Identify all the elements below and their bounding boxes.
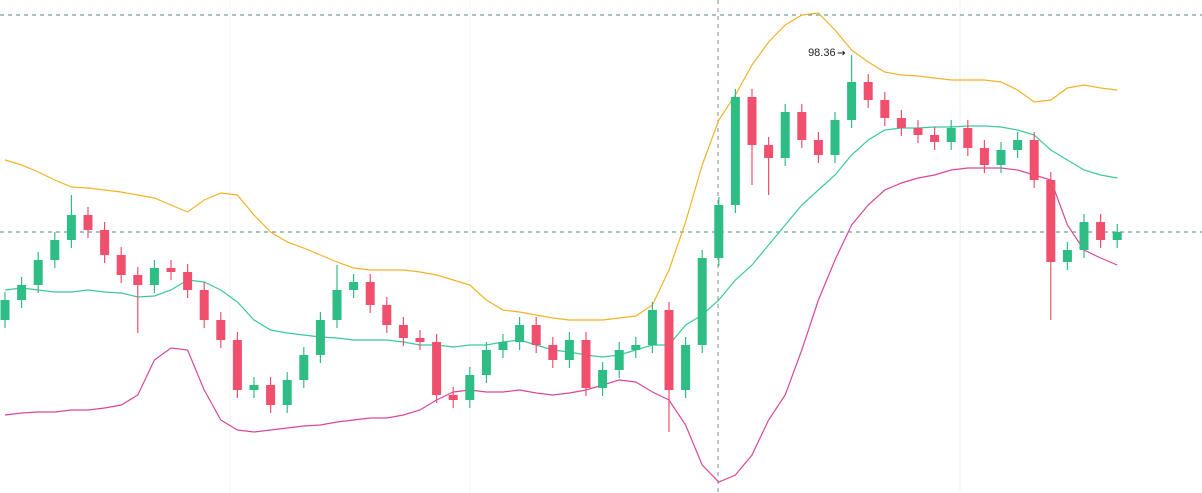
candle-body (116, 255, 126, 275)
candle-body (465, 375, 475, 400)
candle-body (930, 135, 940, 142)
candle-body (581, 340, 591, 388)
band-line (4, 12, 1118, 321)
candle-body (216, 320, 226, 340)
candle-body (631, 345, 641, 350)
candle-body (100, 230, 110, 255)
candle-body (946, 128, 956, 142)
candle-body (764, 145, 774, 158)
candle-body (183, 272, 193, 290)
candle-body (614, 350, 624, 370)
candle-body (448, 395, 458, 400)
candle-body (266, 385, 276, 405)
candle-body (66, 215, 76, 240)
candle-body (847, 82, 857, 120)
candle-body (681, 345, 691, 390)
candle-body (515, 325, 525, 342)
candle-body (166, 268, 176, 272)
candle-body (199, 290, 209, 320)
candle-body (0, 300, 10, 320)
candle-body (714, 205, 724, 258)
candle-body (1062, 250, 1072, 262)
candle-body (880, 100, 890, 118)
candle-body (548, 345, 558, 360)
candle-body (481, 350, 491, 375)
candle-body (747, 97, 757, 145)
candle-body (813, 140, 823, 155)
candle-body (415, 338, 425, 342)
high-label: 98.36 (808, 47, 836, 59)
candle-body (1013, 140, 1023, 150)
candle-body (50, 240, 60, 260)
candle-body (780, 112, 790, 158)
candle-body (1079, 222, 1089, 250)
candle-body (1046, 180, 1056, 262)
candle-body (1112, 232, 1122, 240)
candle-body (963, 128, 973, 148)
candle-body (730, 97, 740, 205)
candle-body (282, 380, 292, 405)
candle-body (830, 120, 840, 155)
candle-body (83, 215, 93, 230)
candle-body (315, 320, 325, 355)
candle-body (598, 370, 608, 388)
candle-body (498, 342, 508, 350)
candle-body (365, 282, 375, 305)
candle-body (332, 290, 342, 320)
band-line (4, 167, 1118, 483)
candle-body (349, 282, 359, 290)
candle-body (896, 118, 906, 128)
candle-body (1029, 140, 1039, 180)
candle-body (996, 150, 1006, 165)
candle-body (149, 268, 159, 285)
candle-body (432, 342, 442, 395)
candle-body (913, 128, 923, 135)
candle-body (249, 385, 259, 390)
candle-body (1096, 222, 1106, 240)
candle-body (232, 340, 242, 390)
candle-body (647, 310, 657, 345)
candle-body (979, 148, 989, 165)
candle-body (382, 305, 392, 325)
candle-body (17, 285, 27, 300)
candle-body (299, 355, 309, 380)
candle-body (797, 112, 807, 140)
candle-body (697, 258, 707, 345)
high-arrow (837, 50, 846, 56)
band-line (4, 125, 1118, 358)
candle-body (133, 275, 143, 285)
candle-body (33, 260, 43, 285)
vertical-grid (229, 0, 961, 493)
candle-body (531, 325, 541, 345)
candle-body (863, 82, 873, 100)
candle-body (564, 340, 574, 360)
candle-body (664, 310, 674, 390)
candle-body (398, 325, 408, 338)
